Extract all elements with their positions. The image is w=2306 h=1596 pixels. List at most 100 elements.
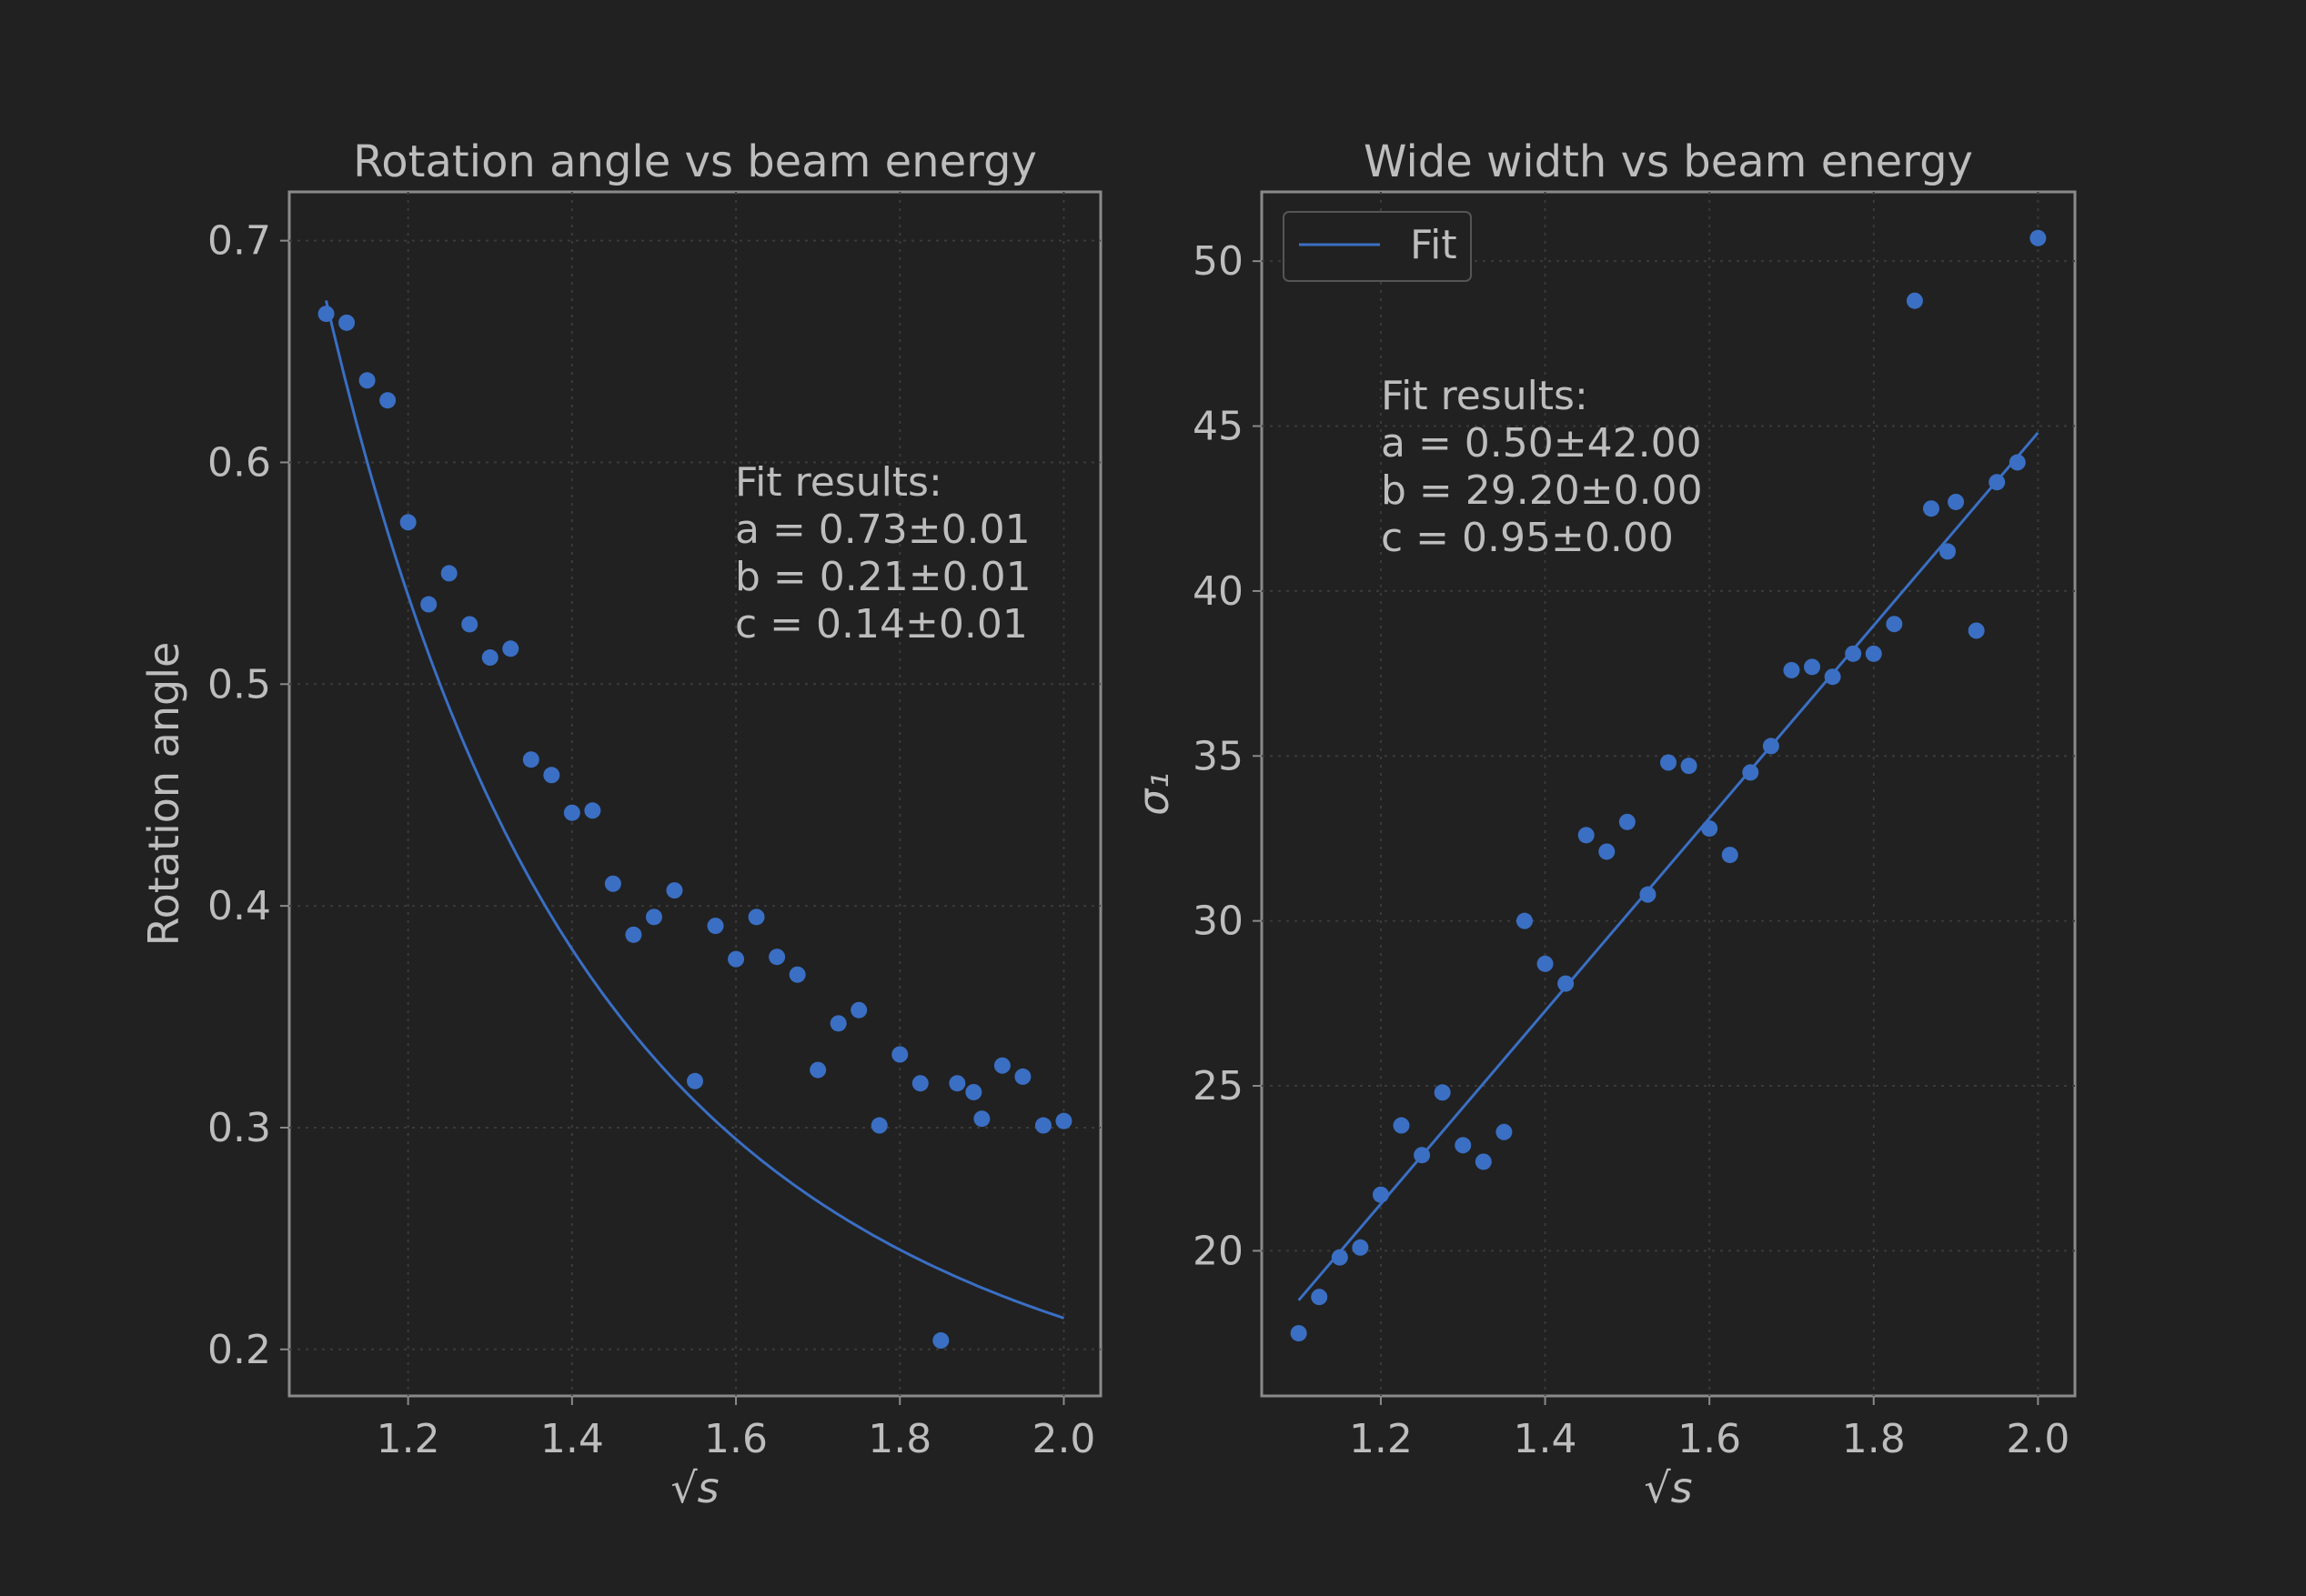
data-point (1762, 738, 1779, 755)
legend-label: Fit (1410, 222, 1457, 268)
y-tick-label: 0.7 (207, 218, 271, 265)
data-point (1372, 1186, 1389, 1203)
data-point (666, 882, 683, 899)
data-point (1660, 754, 1677, 771)
y-axis-label: Rotation angle (139, 642, 188, 947)
x-axis-label: √s (1644, 1463, 1692, 1512)
data-point (522, 751, 539, 768)
panel-wide-width: 1.2 1.4 1.6 1.8 2.0 20 25 30 35 40 45 50 Wide widt… (1129, 136, 2077, 1512)
fit-curve (325, 300, 1064, 1320)
chart-title: Wide width vs beam energy (1364, 136, 1973, 187)
data-point (728, 950, 745, 968)
data-point (1618, 813, 1636, 830)
annotation-line: a = 0.50±42.00 (1381, 420, 1702, 467)
data-point (1701, 820, 1718, 838)
data-point (625, 926, 642, 943)
data-point (911, 1075, 929, 1092)
y-ticks: 20 25 30 35 40 45 50 (1193, 238, 1262, 1274)
data-points (317, 306, 1072, 1350)
data-point (1475, 1153, 1492, 1170)
data-point (1906, 292, 1923, 309)
data-point (563, 804, 580, 821)
data-point (2029, 229, 2047, 246)
data-point (1948, 493, 1965, 510)
data-point (891, 1046, 909, 1063)
data-point (1804, 658, 1821, 676)
y-tick-label: 0.5 (207, 661, 271, 708)
data-point (2009, 454, 2026, 471)
data-point (645, 908, 662, 926)
data-point (851, 1001, 868, 1019)
data-point (1414, 1147, 1431, 1164)
data-point (440, 565, 458, 582)
annotation-line: Fit results: (735, 459, 942, 506)
annotation-line: b = 0.21±0.01 (735, 554, 1032, 600)
data-point (810, 1061, 827, 1079)
annotation-line: b = 29.20±0.00 (1381, 467, 1703, 514)
x-tick-label: 1.4 (1514, 1416, 1577, 1462)
y-tick-label: 35 (1193, 733, 1244, 779)
data-point (1290, 1325, 1307, 1342)
data-point (1598, 843, 1616, 860)
data-point (1989, 474, 2006, 491)
data-point (379, 392, 397, 409)
legend: Fit (1283, 211, 1472, 282)
data-point (1968, 622, 1985, 639)
data-point (789, 966, 806, 983)
x-tick-label: 2.0 (2006, 1416, 2069, 1462)
data-point (543, 767, 560, 784)
x-tick-label: 1.4 (540, 1416, 604, 1462)
data-point (1495, 1123, 1513, 1140)
annotation-line: Fit results: (1381, 373, 1588, 419)
data-point (338, 314, 356, 331)
annotation-line: a = 0.73±0.01 (735, 507, 1031, 553)
y-tick-label: 0.3 (207, 1105, 271, 1151)
y-tick-label: 0.2 (207, 1327, 271, 1373)
x-tick-label: 1.8 (868, 1416, 931, 1462)
legend-box (1283, 211, 1472, 282)
annotation-line: c = 0.95±0.00 (1381, 515, 1674, 561)
data-point (1824, 668, 1841, 686)
data-point (1434, 1084, 1451, 1101)
data-point (949, 1075, 966, 1092)
data-point (707, 918, 724, 935)
data-point (687, 1072, 703, 1089)
data-point (317, 306, 335, 323)
y-axis-label: σ₁ (1129, 772, 1178, 816)
data-point (1536, 955, 1554, 972)
x-tick-label: 1.2 (1349, 1416, 1413, 1462)
data-point (502, 640, 519, 657)
data-point (1516, 912, 1533, 929)
y-ticks: 0.2 0.3 0.4 0.5 0.6 0.7 (207, 218, 289, 1373)
data-point (1311, 1289, 1328, 1306)
x-tick-label: 1.8 (1842, 1416, 1906, 1462)
data-point (1783, 661, 1800, 678)
data-point (1331, 1249, 1348, 1266)
data-point (604, 875, 621, 892)
data-point (769, 949, 786, 966)
y-tick-label: 40 (1193, 568, 1244, 615)
annotation-line: c = 0.14±0.01 (735, 601, 1028, 647)
data-point (973, 1110, 991, 1128)
data-point (1721, 847, 1738, 864)
data-point (1557, 975, 1575, 992)
y-tick-label: 0.4 (207, 883, 271, 929)
y-tick-label: 30 (1193, 898, 1244, 945)
data-point (1455, 1137, 1472, 1154)
data-point (1742, 764, 1759, 781)
data-point (420, 596, 438, 613)
x-ticks: 1.2 1.4 1.6 1.8 2.0 (377, 1396, 1095, 1462)
y-tick-label: 0.6 (207, 439, 271, 486)
data-point (1939, 543, 1957, 560)
data-point (1393, 1117, 1410, 1134)
data-point (1865, 645, 1882, 662)
data-point (1886, 616, 1903, 633)
y-tick-label: 50 (1193, 238, 1244, 285)
x-tick-label: 1.6 (1677, 1416, 1741, 1462)
x-tick-label: 1.6 (704, 1416, 768, 1462)
x-tick-label: 2.0 (1032, 1416, 1095, 1462)
data-point (1922, 500, 1939, 517)
data-point (584, 802, 601, 819)
